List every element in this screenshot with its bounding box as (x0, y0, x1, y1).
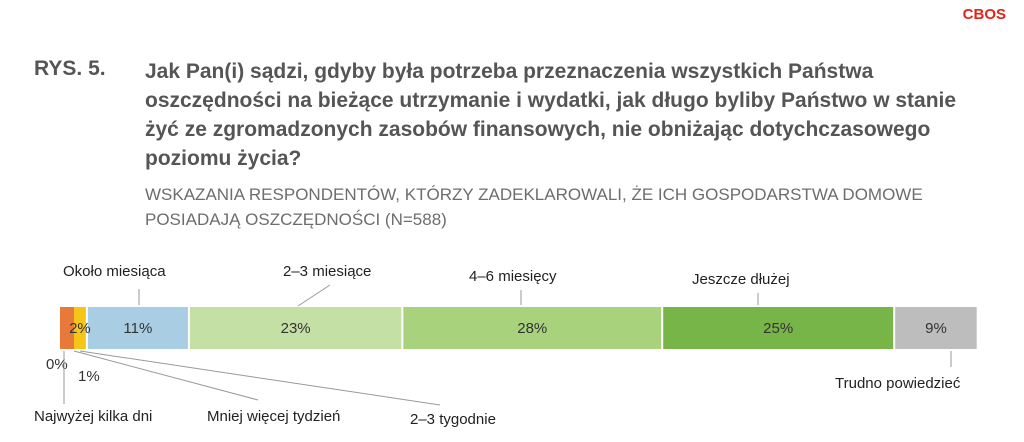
value-label-1: 1% (78, 368, 100, 385)
value-label-3: 11% (123, 320, 152, 337)
figure-label: RYS. 5. (34, 57, 106, 80)
bar-segment-1 (69, 307, 74, 349)
category-label-3: Około miesiąca (63, 263, 166, 280)
value-label-6: 25% (763, 320, 793, 337)
bar-segment-0 (60, 307, 69, 349)
chart-subtitle: WSKAZANIA RESPONDENTÓW, KTÓRZY ZADEKLARO… (145, 185, 923, 229)
leader-line-4 (297, 284, 331, 307)
leader-line-1 (73, 350, 259, 401)
value-label-4: 23% (281, 320, 311, 337)
bar-segment-3 (87, 307, 188, 349)
leader-line-2 (79, 350, 441, 406)
bar-segment-6 (663, 307, 894, 349)
value-label-5: 28% (517, 320, 547, 337)
category-label-4: 2–3 miesiące (283, 263, 371, 280)
bar-segment-4 (189, 307, 402, 349)
value-label-0: 0% (46, 356, 68, 373)
category-label-2: 2–3 tygodnie (410, 411, 496, 428)
category-label-6: Jeszcze dłużej (692, 271, 790, 288)
bar-segment-5 (403, 307, 662, 349)
category-label-7: Trudno powiedzieć (835, 375, 961, 392)
bar-segment-7 (895, 307, 977, 349)
bar-segment-2 (74, 307, 86, 349)
category-label-1: Mniej więcej tydzień (207, 408, 340, 425)
category-label-5: 4–6 miesięcy (469, 268, 557, 285)
brand-logo-text: CBOS (962, 6, 1006, 23)
chart-title: Jak Pan(i) sądzi, gdyby była potrzeba pr… (145, 60, 957, 170)
category-label-0: Najwyżej kilka dni (34, 408, 152, 425)
value-label-7: 9% (925, 320, 947, 337)
value-label-2: 2% (69, 320, 91, 337)
